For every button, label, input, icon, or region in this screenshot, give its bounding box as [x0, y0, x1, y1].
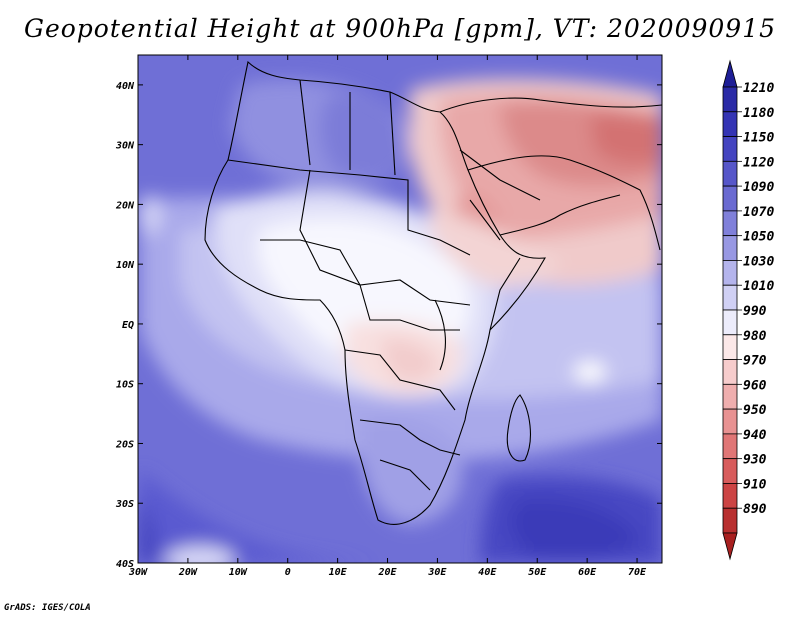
y-tick-label: 40N: [116, 81, 135, 92]
colorbar-label: 1010: [743, 279, 774, 294]
x-tick-label: 40E: [478, 567, 497, 578]
colorbar-label: 950: [743, 403, 767, 418]
colorbar-swatch: [722, 160, 738, 187]
colorbar-swatch: [722, 309, 738, 336]
longitude-labels: 30W 20W 10W 0 10E 20E 30E 40E 50E 60E 70E: [128, 567, 647, 578]
colorbar-swatch: [722, 408, 738, 435]
y-tick-label: 20N: [115, 200, 135, 211]
y-tick-label: EQ: [122, 320, 134, 331]
axis-ticks: [137, 55, 662, 564]
colorbar-swatch: [722, 111, 738, 137]
x-tick-label: 10W: [229, 567, 248, 578]
colorbar-label: 910: [743, 477, 767, 492]
colorbar-swatch: [722, 507, 738, 534]
y-tick-label: 30N: [115, 141, 135, 152]
height-field: [138, 55, 662, 563]
x-tick-label: 70E: [628, 567, 647, 578]
colorbar-swatch: [722, 260, 738, 286]
latitude-labels: 40N 30N 20N 10N EQ 10S 20S 30S 40S: [115, 81, 135, 570]
x-tick-label: 60E: [578, 567, 597, 578]
colorbar-label: 980: [743, 329, 767, 344]
colorbar-bottom-arrow: [722, 532, 738, 561]
colorbar-top-arrow: [722, 59, 738, 88]
colorbar-label: 1070: [743, 205, 774, 220]
y-tick-label: 10S: [116, 380, 134, 391]
y-tick-label: 30S: [115, 499, 134, 510]
colorbar-swatch: [722, 136, 738, 162]
y-tick-label: 10N: [116, 260, 135, 271]
colorbar-swatch: [722, 235, 738, 261]
y-tick-label: 20S: [115, 439, 134, 450]
colorbar: 1210 1180 1150 1120 1090 1070 1050 1030 1010 990 9…: [722, 59, 774, 561]
x-tick-label: 30W: [128, 567, 148, 578]
colorbar-label: 890: [743, 502, 767, 517]
footer-credit: GrADS: IGES/COLA: [4, 603, 91, 613]
y-tick-label: 40S: [116, 559, 134, 570]
colorbar-label: 940: [743, 428, 767, 443]
colorbar-swatch: [722, 359, 738, 385]
colorbar-swatch: [722, 284, 738, 311]
plot-frame: [137, 54, 663, 564]
colorbar-swatch: [722, 433, 738, 460]
colorbar-swatch: [722, 334, 738, 360]
colorbar-swatch: [722, 483, 738, 509]
colorbar-label: 1090: [743, 180, 774, 195]
colorbar-label: 960: [743, 378, 767, 393]
colorbar-swatch: [722, 383, 738, 410]
x-tick-label: 0: [285, 567, 291, 578]
colorbar-label: 1050: [743, 230, 774, 245]
colorbar-label: 1030: [743, 254, 774, 269]
colorbar-swatch: [722, 86, 738, 113]
colorbar-label: 1180: [743, 106, 774, 121]
colorbar-label: 970: [743, 354, 767, 369]
colorbar-swatch: [722, 210, 738, 237]
x-tick-label: 20W: [178, 567, 198, 578]
coastlines: [204, 60, 662, 525]
colorbar-label: 1120: [743, 155, 774, 170]
colorbar-label: 1150: [743, 131, 774, 146]
x-tick-label: 20E: [377, 567, 397, 578]
colorbar-label: 990: [743, 304, 767, 319]
colorbar-label: 1210: [743, 81, 774, 96]
colorbar-swatch: [722, 458, 738, 484]
x-tick-label: 10E: [329, 567, 348, 578]
colorbar-label: 930: [743, 453, 767, 468]
map-title: Geopotential Height at 900hPa [gpm], VT:…: [23, 14, 777, 43]
colorbar-swatch: [722, 185, 738, 212]
x-tick-label: 50E: [528, 567, 547, 578]
x-tick-label: 30E: [427, 567, 447, 578]
